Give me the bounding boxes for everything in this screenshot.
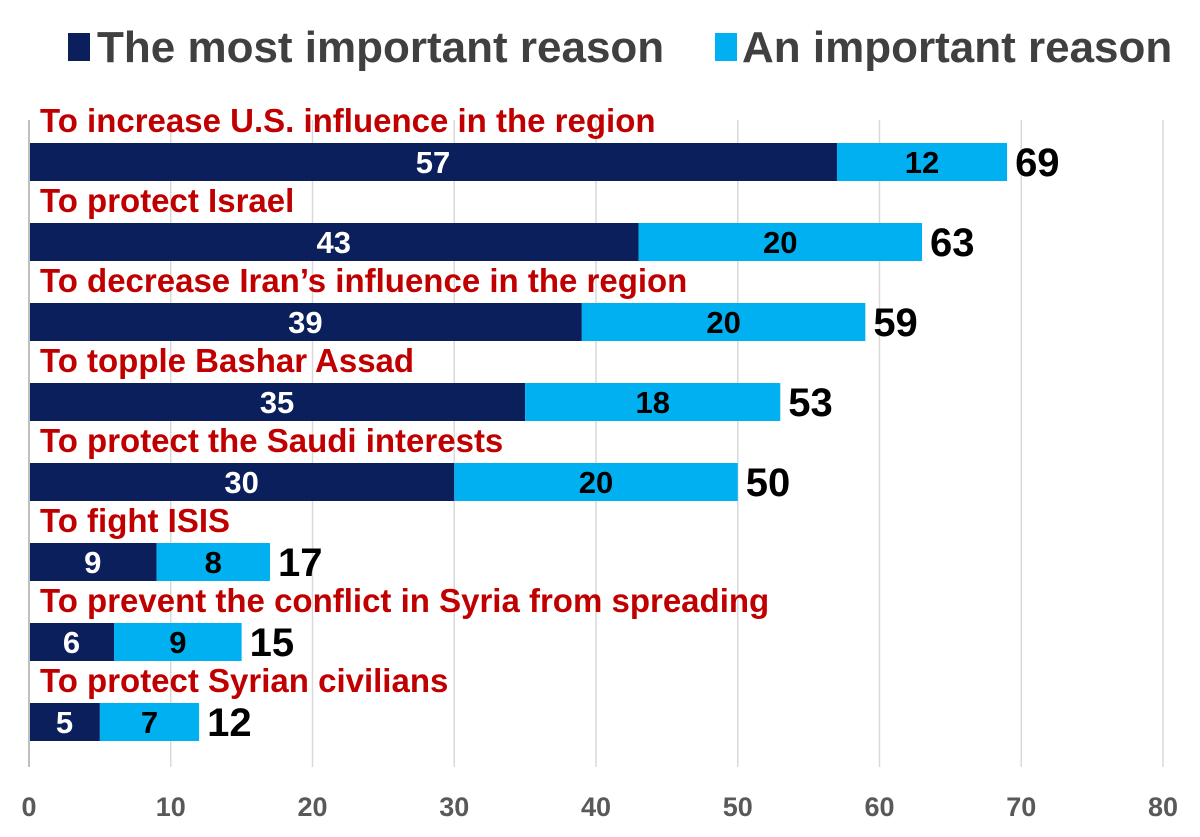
bar-value-label: 20 [706, 305, 740, 340]
bar-segment-most-important [29, 143, 837, 181]
bar-value-label: 43 [317, 225, 351, 260]
bar-value-label: 12 [905, 145, 939, 180]
bar-total-label: 53 [788, 381, 833, 425]
bar-value-label: 8 [205, 545, 222, 580]
x-tick-label: 0 [21, 792, 36, 822]
bar-segment-important [114, 623, 242, 661]
category-label: To increase U.S. influence in the region [40, 102, 656, 139]
bar-total-label: 63 [930, 221, 975, 265]
legend-swatch-1 [715, 33, 737, 61]
x-tick-label: 50 [723, 792, 753, 822]
x-tick-label: 60 [864, 792, 894, 822]
bar-total-label: 15 [250, 621, 295, 665]
bar-total-label: 12 [207, 701, 252, 745]
bar-segment-important [99, 703, 200, 741]
bar-value-label: 57 [416, 145, 450, 180]
legend-label-1: An important reason [742, 23, 1172, 72]
x-tick-label: 20 [297, 792, 327, 822]
bar-value-label: 39 [288, 305, 322, 340]
x-tick-label: 80 [1148, 792, 1178, 822]
bar-total-label: 69 [1015, 141, 1059, 185]
x-tick-label: 10 [156, 792, 186, 822]
bar-total-label: 50 [746, 461, 791, 505]
bar-segment-important [836, 143, 1008, 181]
bar-value-label: 20 [579, 465, 613, 500]
bar-value-label: 35 [260, 385, 294, 420]
x-tick-label: 70 [1006, 792, 1036, 822]
bar-value-label: 7 [141, 705, 158, 740]
bar-segment-important [156, 543, 270, 581]
category-label: To topple Bashar Assad [40, 342, 414, 379]
bar-total-label: 59 [873, 301, 918, 345]
legend-label-0: The most important reason [97, 23, 664, 72]
x-tick-label: 40 [581, 792, 611, 822]
bar-value-label: 9 [84, 545, 101, 580]
bar-segment-most-important [29, 463, 455, 501]
bar-segment-important [638, 223, 923, 261]
bar-value-label: 18 [635, 385, 669, 420]
bar-segment-most-important [29, 543, 157, 581]
legend: The most important reason An important re… [68, 23, 1172, 72]
bar-value-label: 5 [56, 705, 73, 740]
bar-segment-important [454, 463, 738, 501]
category-label: To protect the Saudi interests [40, 422, 503, 459]
x-tick-label: 30 [439, 792, 469, 822]
bar-value-label: 6 [63, 625, 80, 660]
bar-segment-most-important [29, 703, 100, 741]
bar-segment-important [581, 303, 866, 341]
bar-value-label: 30 [224, 465, 258, 500]
x-axis: 0 10 20 30 40 50 60 70 80 [21, 120, 1178, 822]
bar-segment-most-important [29, 383, 526, 421]
category-label: To fight ISIS [40, 502, 230, 539]
bar-total-label: 17 [278, 541, 323, 585]
bar-segment-most-important [29, 623, 115, 661]
bar-value-label: 9 [169, 625, 186, 660]
bars: To increase U.S. influence in the region… [29, 102, 1060, 745]
bar-segment-most-important [29, 223, 639, 261]
category-label: To protect Syrian civilians [40, 662, 448, 699]
bar-value-label: 20 [763, 225, 797, 260]
legend-swatch-0 [68, 33, 90, 61]
category-label: To protect Israel [40, 182, 294, 219]
bar-segment-most-important [29, 303, 582, 341]
category-label: To prevent the conflict in Syria from sp… [40, 582, 769, 619]
category-label: To decrease Iran’s influence in the regi… [40, 262, 687, 299]
bar-segment-important [525, 383, 781, 421]
